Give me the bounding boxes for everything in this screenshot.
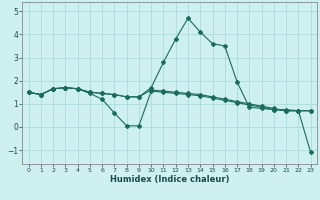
X-axis label: Humidex (Indice chaleur): Humidex (Indice chaleur)	[110, 175, 229, 184]
